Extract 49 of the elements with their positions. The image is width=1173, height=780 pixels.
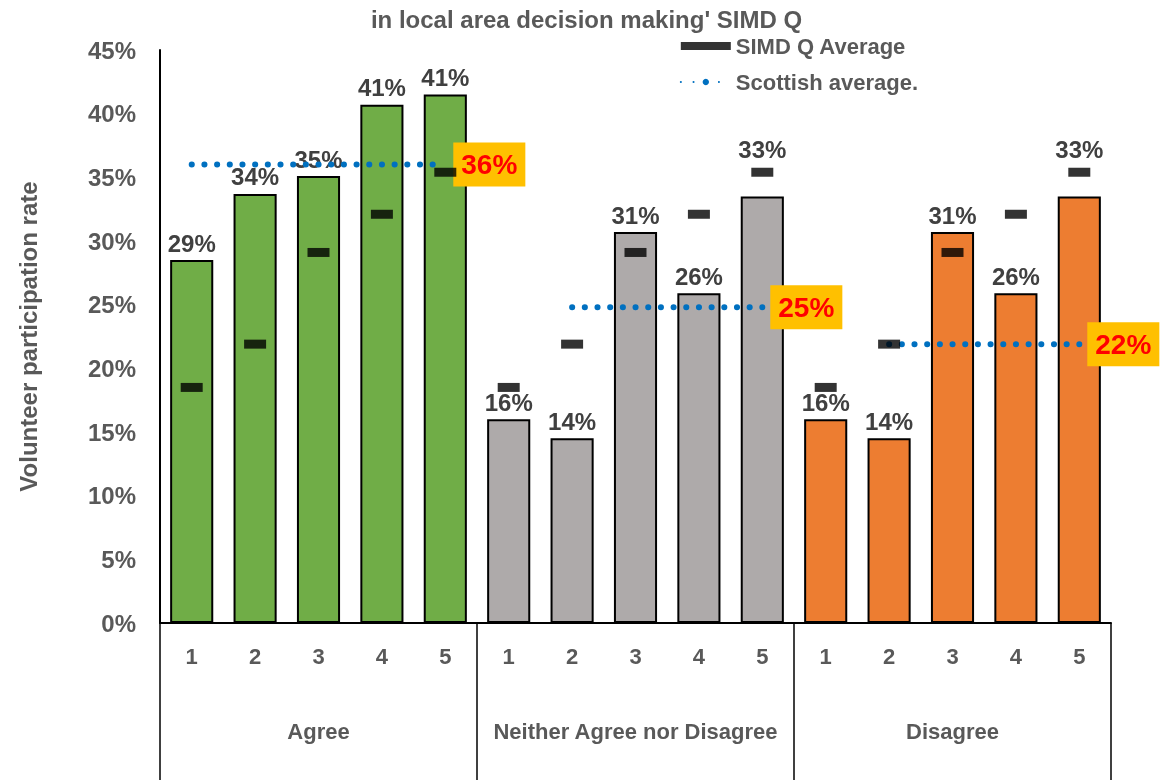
x-tick-label: 5 xyxy=(756,643,769,669)
data-label: 29% xyxy=(167,229,216,257)
y-tick-label: 30% xyxy=(87,227,136,255)
x-tick-label: 4 xyxy=(375,643,389,669)
data-label: 33% xyxy=(1055,135,1104,163)
y-tick-label: 5% xyxy=(101,545,136,573)
text: Disagree xyxy=(906,718,999,744)
x-tick-label: 4 xyxy=(1009,643,1023,669)
data-label: 26% xyxy=(674,262,723,290)
y-tick-label: 15% xyxy=(87,418,136,446)
x-tick-label: 3 xyxy=(629,643,642,669)
text: Agree xyxy=(287,718,350,744)
y-tick-label: 35% xyxy=(87,163,136,191)
data-label: 16% xyxy=(484,388,533,416)
legend-label: Scottish average. xyxy=(735,69,918,95)
data-label: 22% xyxy=(1095,328,1152,360)
data-label: 14% xyxy=(548,407,597,435)
x-tick-label: 1 xyxy=(185,643,198,669)
y-tick-label: 45% xyxy=(87,36,136,64)
data-label: 33% xyxy=(738,135,787,163)
data-label: 31% xyxy=(928,201,977,229)
x-tick-label: 2 xyxy=(882,643,896,669)
data-label: 26% xyxy=(991,262,1040,290)
x-tick-label: 3 xyxy=(312,643,325,669)
text: Neither Agree nor Disagree xyxy=(493,718,778,744)
data-label: 41% xyxy=(421,64,470,92)
y-axis-title: Volunteer participation rate xyxy=(14,181,42,492)
x-tick-label: 1 xyxy=(502,643,515,669)
data-label: 41% xyxy=(357,74,406,102)
x-tick-label: 4 xyxy=(692,643,706,669)
chart-title: in local area decision making' SIMD Q xyxy=(370,5,803,33)
x-tick-label: 5 xyxy=(1073,643,1086,669)
data-label: 16% xyxy=(801,388,850,416)
y-tick-label: 40% xyxy=(87,100,136,128)
x-tick-label: 2 xyxy=(565,643,579,669)
y-tick-label: 20% xyxy=(87,354,136,382)
y-tick-label: 25% xyxy=(87,291,136,319)
x-tick-label: 2 xyxy=(248,643,262,669)
data-label: 36% xyxy=(461,149,518,181)
y-tick-label: 0% xyxy=(101,609,136,637)
data-label: 14% xyxy=(865,407,914,435)
data-label: 31% xyxy=(611,201,660,229)
legend-label: SIMD Q Average xyxy=(735,33,906,59)
data-label: 25% xyxy=(778,291,835,323)
x-tick-label: 1 xyxy=(819,643,832,669)
x-tick-label: 5 xyxy=(439,643,452,669)
data-label: 34% xyxy=(231,163,280,191)
x-tick-label: 3 xyxy=(946,643,959,669)
y-tick-label: 10% xyxy=(87,482,136,510)
